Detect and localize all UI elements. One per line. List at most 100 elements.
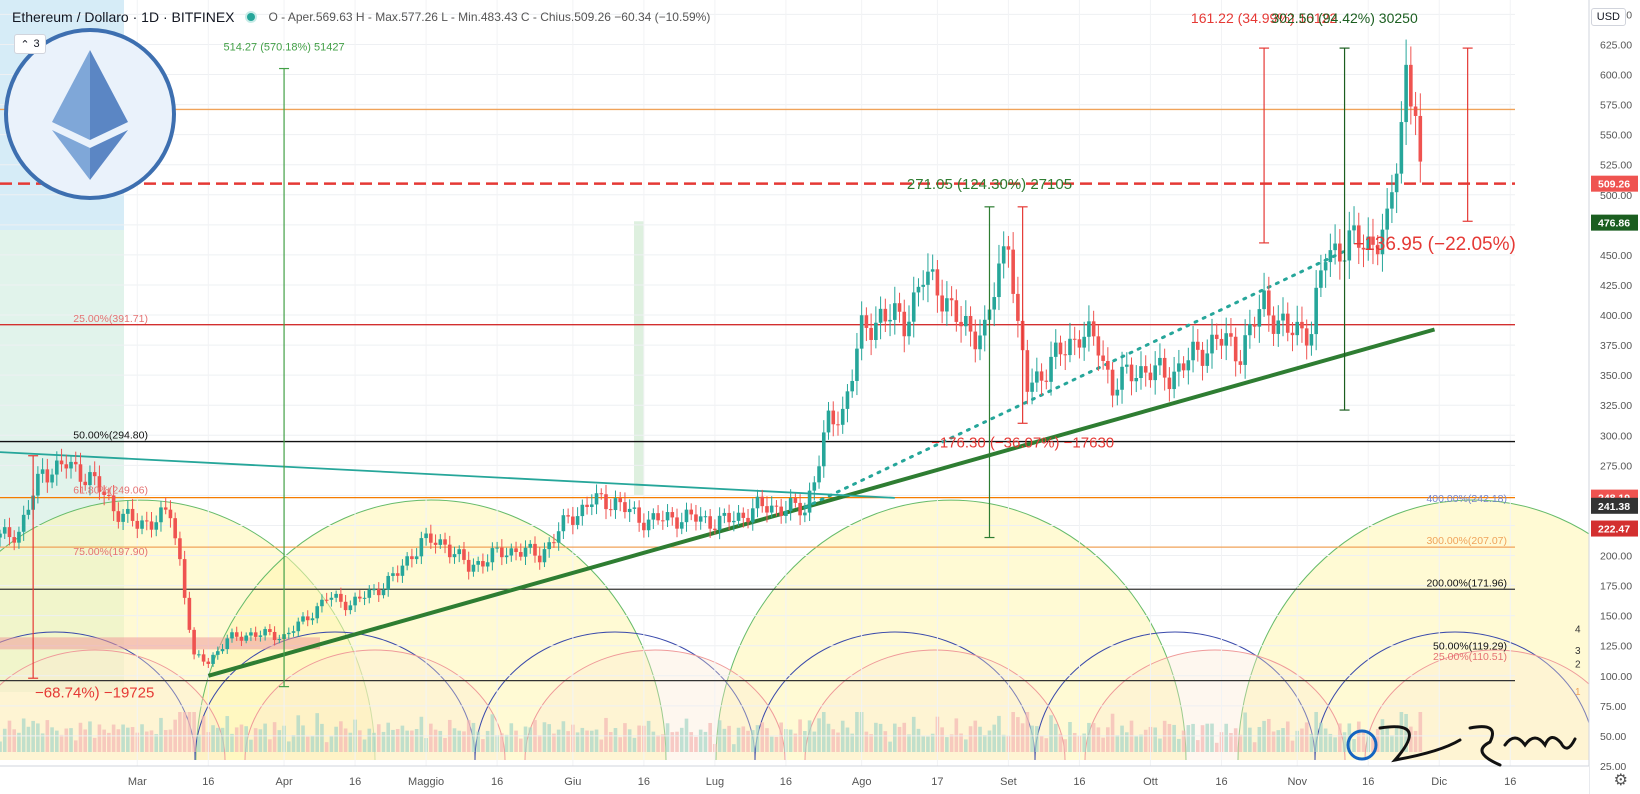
volume-bar [310,735,315,752]
currency-button[interactable]: USD [1590,8,1626,26]
candle-body [1011,249,1015,294]
candle-body [623,502,627,513]
candle-body [192,629,196,655]
logo-facet [52,130,90,180]
volume-bar [604,717,608,752]
candle-body [197,654,201,656]
volume-bar [83,729,88,752]
volume-bar [234,727,239,752]
volume-bar [911,716,916,752]
candle-body [1356,225,1361,248]
fib-level-label: 50.00%(294.80) [73,430,148,442]
candle-body [1390,192,1394,209]
gear-icon[interactable]: ⚙ [1613,772,1628,789]
price-tick-label: 100.00 [1600,671,1632,683]
candle-body [286,632,291,635]
volume-bar [968,726,973,752]
volume-bar [1200,725,1205,752]
candle-body [476,561,480,565]
volume-bar [1020,723,1025,752]
candle-body [1063,354,1068,356]
candle-body [1375,244,1380,255]
candle-body [1418,115,1423,162]
candle-body [552,542,556,544]
volume-bar [1011,712,1015,752]
time-tick-label: 16 [780,776,792,788]
candle-body [78,464,83,482]
volume-bar [92,737,97,752]
candle-body [424,533,428,539]
candle-body [684,509,689,523]
volume-bar [0,741,2,752]
volume-bar [1271,731,1276,752]
candle-body [126,508,130,514]
volume-bar [1404,713,1408,752]
candle-body [362,597,367,599]
volume-bar [637,725,641,752]
candle-body [855,348,859,381]
volume-bar [869,734,873,752]
candle-body [750,508,755,523]
volume-bar [504,734,509,752]
volume-bar [1072,732,1077,752]
time-tick-label: 16 [491,776,503,788]
volume-bar [1063,739,1068,752]
volume-bar [301,725,305,752]
candle-body [1082,336,1086,348]
candle-body [1186,360,1191,371]
candle-body [769,505,774,513]
volume-bar [978,726,982,752]
price-tick-label: 575.00 [1600,100,1632,112]
chart-header: Ethereum / Dollaro · 1D · BITFINEX O - A… [0,0,1585,34]
candle-body [1319,270,1323,288]
volume-bar [523,726,528,752]
indicator-collapse-button[interactable]: ⌃ 3 [14,34,46,54]
candle-body [642,522,646,531]
volume-bar [1205,723,1210,752]
volume-bar [1101,737,1105,752]
volume-bar [566,731,570,752]
candle-body [40,469,45,474]
volume-bar [1172,724,1176,752]
volume-bar [1413,730,1418,752]
price-tick-label: 400.00 [1600,310,1632,322]
volume-bar [64,728,69,752]
candle-body [144,520,149,522]
candle-body [959,321,963,327]
candle-body [1394,173,1399,193]
volume-bar [334,726,338,752]
watermark [1346,725,1577,767]
candle-body [537,555,542,563]
candle-body [1077,339,1082,348]
volume-bar [1016,717,1020,752]
candle-body [637,507,641,523]
candle-body [0,533,2,538]
candle-body [187,597,192,630]
candle-body [21,514,26,532]
candle-body [391,573,395,576]
volume-bar [121,724,125,752]
candle-body [627,508,632,513]
fib-level-label: 75.00%(197.90) [73,546,148,558]
volume-bar [452,728,457,752]
volume-bar [457,730,462,752]
candle-body [97,476,102,492]
fib-level-label: 25.00%(110.51) [1433,651,1507,663]
candle-body [793,498,798,503]
candle-body [670,512,675,518]
candle-body [343,601,348,611]
volume-bar [736,727,741,752]
candle-body [429,533,433,543]
candle-body [1162,357,1167,378]
candle-body [679,522,684,529]
candle-body [1399,122,1404,174]
candle-body [1371,236,1375,245]
volume-bar [613,728,618,752]
volume-bar [1181,730,1186,752]
volume-bar [561,721,566,752]
volume-bar [509,723,514,752]
volume-bar [888,741,892,752]
symbol-title[interactable]: Ethereum / Dollaro · 1D · BITFINEX [12,9,235,25]
candle-body [883,308,888,322]
